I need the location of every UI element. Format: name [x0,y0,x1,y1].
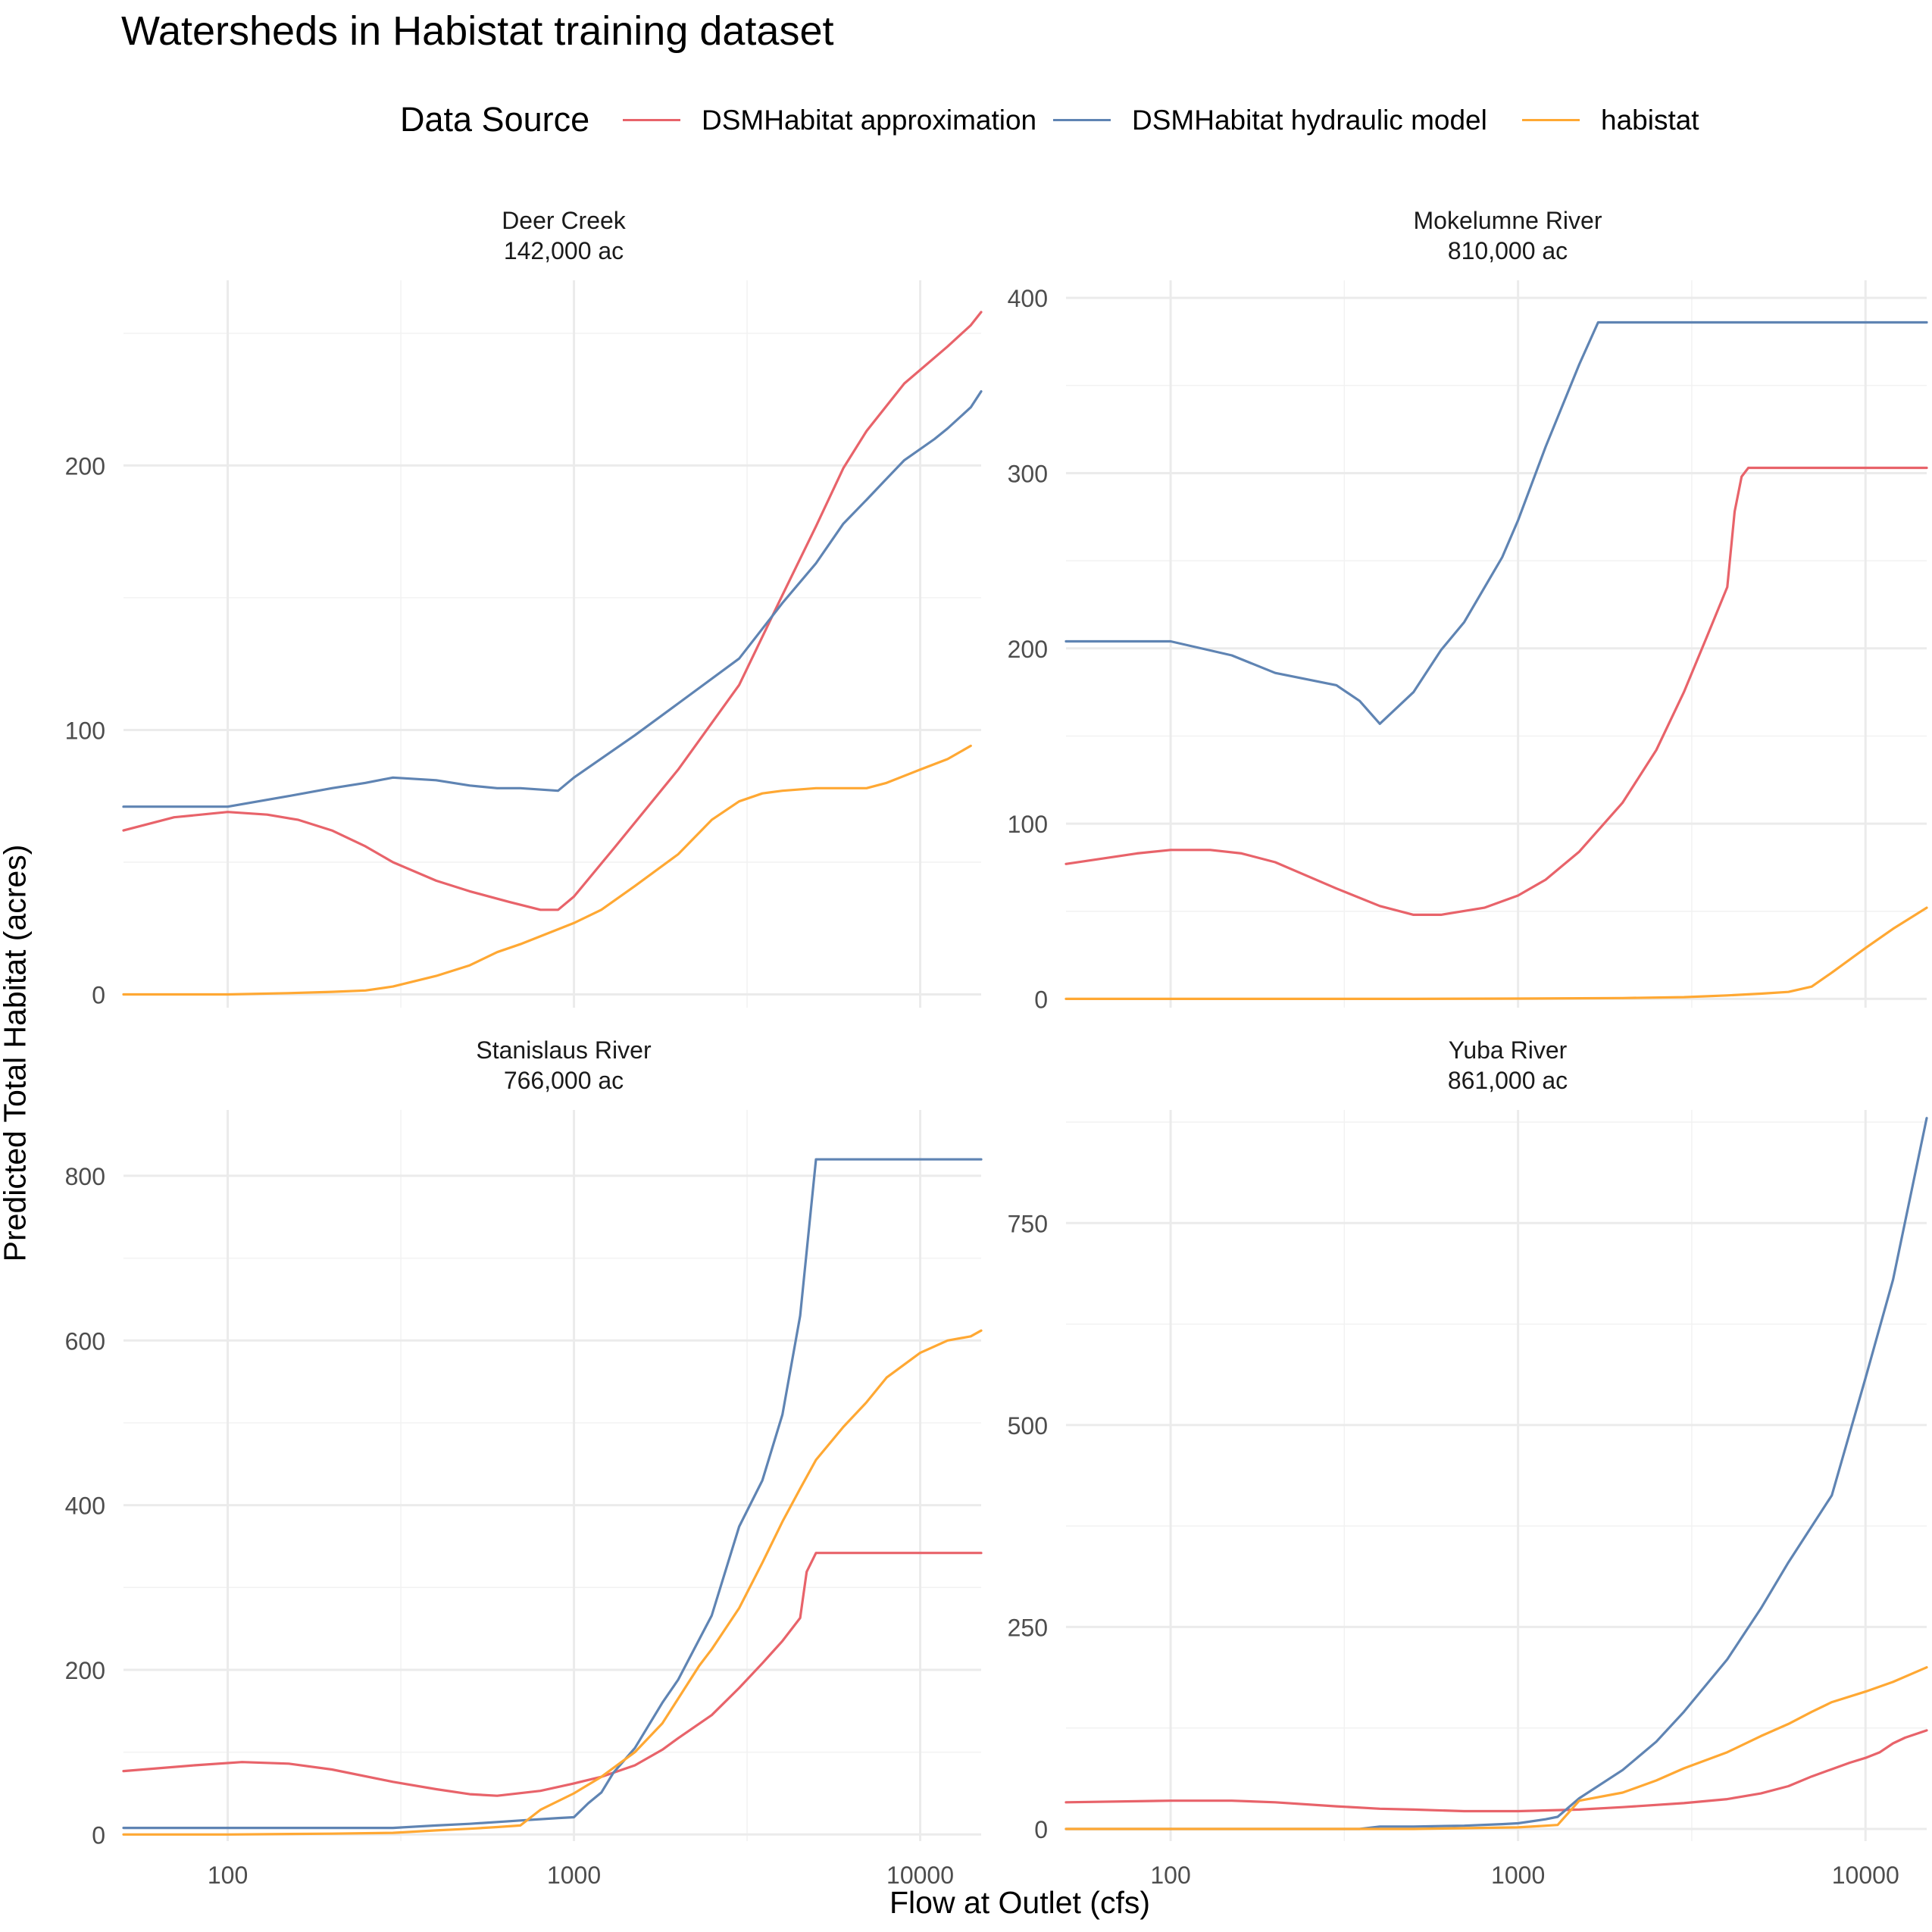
series-line-mokelumne-river-dsmhabitat-hydraulic-model [1064,320,1928,725]
series-line-deer-creek-habistat [122,744,972,996]
legend: Data Source DSMHabitat approximation DSM… [0,97,1932,145]
chart-title: Watersheds in Habistat training dataset [121,8,834,54]
legend-label: habistat [1601,105,1699,136]
panel-title-stanislaus-river: Stanislaus River [476,1036,652,1064]
series-line-mokelumne-river-habistat [1064,906,1928,1000]
panel-subtitle-mokelumne-river: 810,000 ac [1448,237,1568,264]
y-tick-label: 0 [92,982,105,1009]
x-tick-label: 10000 [886,1862,954,1889]
y-tick-label: 750 [1008,1210,1048,1237]
x-tick-label: 1000 [1491,1862,1545,1889]
y-axis-label: Predicted Total Habitat (acres) [0,844,33,1262]
panel-subtitle-stanislaus-river: 766,000 ac [504,1067,624,1094]
y-tick-label: 200 [65,1657,105,1684]
series-line-deer-creek-dsmhabitat-approximation [122,311,983,911]
series-line-yuba-river-dsmhabitat-approximation [1064,1729,1928,1813]
y-tick-label: 0 [1034,1816,1048,1843]
y-tick-label: 250 [1008,1614,1048,1641]
y-tick-label: 800 [65,1163,105,1190]
legend-label: DSMHabitat hydraulic model [1132,105,1487,136]
y-tick-label: 100 [65,717,105,744]
panel-subtitle-deer-creek: 142,000 ac [504,237,624,264]
panel-title-yuba-river: Yuba River [1449,1036,1568,1064]
legend-item-dsmhabitat-hydraulic-model: DSMHabitat hydraulic model [1053,105,1487,136]
series-line-stanislaus-river-dsmhabitat-approximation [122,1552,983,1797]
legend-item-dsmhabitat-approximation: DSMHabitat approximation [623,105,1036,136]
series-line-stanislaus-river-dsmhabitat-hydraulic-model [122,1158,983,1830]
y-tick-label: 400 [65,1493,105,1520]
y-tick-label: 200 [1008,636,1048,663]
x-tick-label: 1000 [547,1862,601,1889]
legend-title: Data Source [400,100,590,139]
legend-item-habistat: habistat [1522,105,1699,136]
x-axis-label: Flow at Outlet (cfs) [889,1885,1151,1920]
y-tick-label: 600 [65,1327,105,1355]
panel-title-mokelumne-river: Mokelumne River [1414,207,1602,234]
y-tick-label: 300 [1008,460,1048,487]
y-tick-label: 0 [1034,986,1048,1013]
y-tick-label: 200 [65,452,105,480]
panel-subtitle-yuba-river: 861,000 ac [1448,1067,1568,1094]
series-line-stanislaus-river-habistat [122,1329,983,1836]
x-tick-label: 100 [1150,1862,1190,1889]
y-tick-label: 100 [1008,811,1048,838]
legend-label: DSMHabitat approximation [702,105,1037,136]
legend-key-dsmhabitat-approximation [623,118,680,121]
series-line-yuba-river-dsmhabitat-hydraulic-model [1064,1117,1928,1830]
series-line-yuba-river-habistat [1064,1666,1928,1830]
panel-title-deer-creek: Deer Creek [502,207,627,234]
y-tick-label: 400 [1008,285,1048,312]
legend-key-habistat [1522,118,1580,121]
series-line-mokelumne-river-dsmhabitat-approximation [1064,466,1928,916]
x-tick-label: 10000 [1832,1862,1899,1889]
y-tick-label: 500 [1008,1412,1048,1440]
y-tick-label: 0 [92,1821,105,1849]
legend-key-dsmhabitat-hydraulic-model [1053,118,1111,121]
series-line-deer-creek-dsmhabitat-hydraulic-model [122,390,983,808]
x-tick-label: 100 [208,1862,248,1889]
